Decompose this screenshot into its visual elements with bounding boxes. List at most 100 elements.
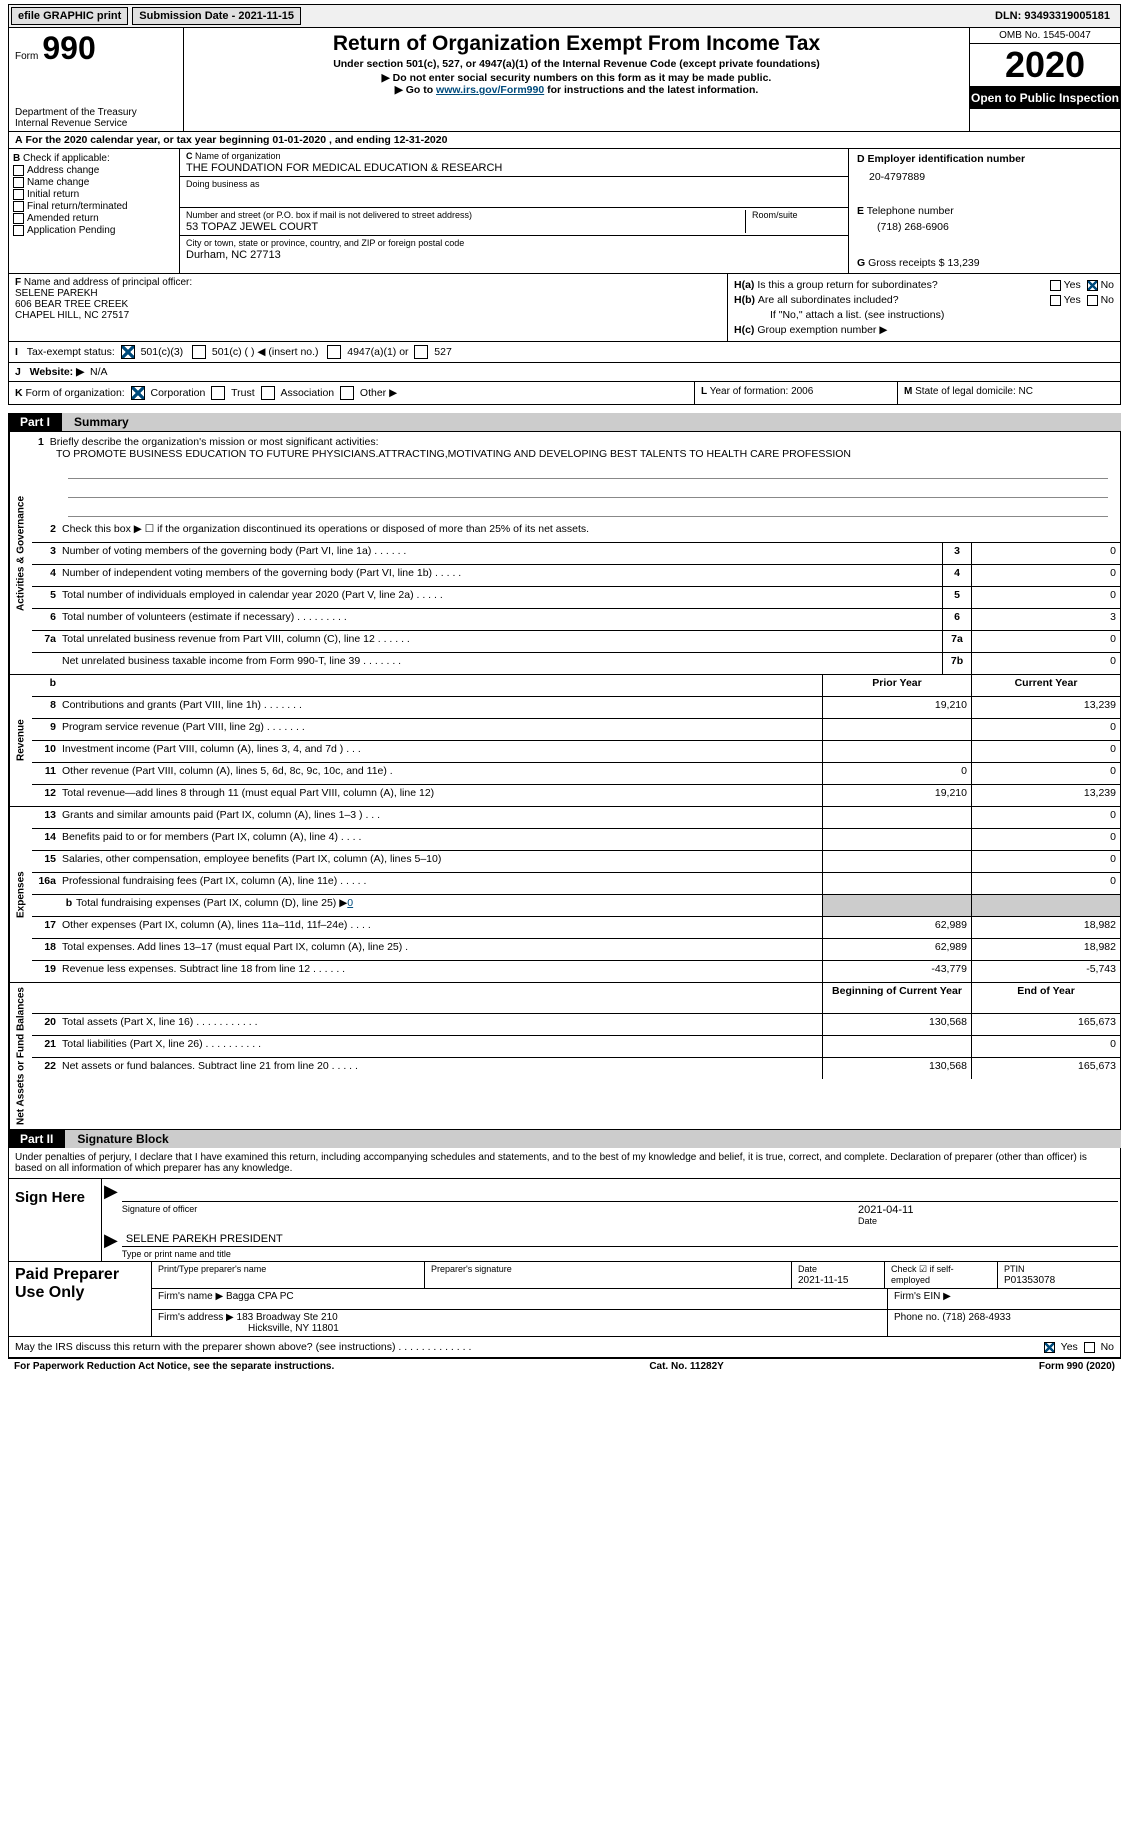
sig-block-title: Signature Block (65, 1130, 1121, 1148)
city-label: City or town, state or province, country… (186, 238, 464, 248)
begin-year-header: Beginning of Current Year (822, 983, 971, 1013)
street-address: 53 TOPAZ JEWEL COURT (186, 221, 318, 233)
firm-ein-label: Firm's EIN ▶ (894, 1291, 951, 1302)
submission-date-button[interactable]: Submission Date - 2021-11-15 (132, 7, 301, 25)
hb-note: If "No," attach a list. (see instruction… (734, 309, 1114, 321)
line-7b-val: 0 (971, 653, 1120, 674)
penalties-text: Under penalties of perjury, I declare th… (8, 1148, 1121, 1178)
header-center: Return of Organization Exempt From Incom… (184, 28, 970, 131)
line-4-val: 0 (971, 565, 1120, 586)
form-left-cell: Form 990 Department of the Treasury Inte… (9, 28, 184, 131)
part2-tab: Part II (8, 1130, 65, 1148)
side-net-assets: Net Assets or Fund Balances (9, 983, 32, 1129)
officer-name: SELENE PAREKH (15, 288, 98, 299)
footer-form: Form 990 (2020) (1039, 1361, 1115, 1372)
omb-number: OMB No. 1545-0047 (970, 28, 1120, 44)
officer-addr1: 606 BEAR TREE CREEK (15, 299, 128, 310)
checkbox-amended[interactable] (13, 213, 24, 224)
addr-label: Number and street (or P.O. box if mail i… (186, 210, 472, 220)
current-year-header: Current Year (971, 675, 1120, 696)
arrow-icon: ▶ (104, 1230, 118, 1259)
arrow-icon: ▶ (395, 84, 403, 96)
dept-treasury: Department of the Treasury Internal Reve… (15, 107, 177, 129)
box-m: M State of legal domicile: NC (898, 382, 1120, 404)
discuss-yes-cb[interactable] (1044, 1342, 1055, 1353)
goto-suffix: for instructions and the latest informat… (544, 84, 758, 96)
part1-tab: Part I (8, 413, 62, 431)
checkbox-pending[interactable] (13, 225, 24, 236)
form-title: Return of Organization Exempt From Incom… (188, 32, 965, 56)
checkbox-name[interactable] (13, 177, 24, 188)
discuss-no-cb[interactable] (1084, 1342, 1095, 1353)
officer-addr2: CHAPEL HILL, NC 27517 (15, 310, 129, 321)
sign-here-label: Sign Here (9, 1179, 101, 1261)
arrow-icon: ▶ (382, 72, 390, 84)
side-revenue: Revenue (9, 675, 32, 806)
ha-yes-checkbox[interactable] (1050, 280, 1061, 291)
cb-4947[interactable] (327, 345, 341, 359)
pp-ptin: P01353078 (1004, 1275, 1055, 1286)
dba-label: Doing business as (186, 179, 260, 189)
firm-addr2: Hicksville, NY 11801 (158, 1323, 881, 1334)
footer-cat: Cat. No. 11282Y (649, 1361, 723, 1372)
sub-date: 2021-11-15 (238, 10, 294, 22)
line-2: Check this box ▶ ☐ if the organization d… (62, 521, 1120, 542)
cb-assoc[interactable] (261, 386, 275, 400)
line-3-val: 0 (971, 543, 1120, 564)
sig-name-title: SELENE PAREKH PRESIDENT (122, 1232, 1118, 1247)
cb-501c[interactable] (192, 345, 206, 359)
arrow-icon: ▶ (104, 1181, 118, 1226)
cb-corp[interactable] (131, 386, 145, 400)
checkbox-address[interactable] (13, 165, 24, 176)
firm-addr1: 183 Broadway Ste 210 (237, 1312, 338, 1323)
box-h: H(a) Is this a group return for subordin… (727, 274, 1120, 341)
prior-year-header: Prior Year (822, 675, 971, 696)
sig-date: 2021-04-11 (858, 1204, 1118, 1216)
box-k: K Form of organization: Corporation Trus… (9, 382, 695, 404)
pp-date: 2021-11-15 (798, 1275, 848, 1286)
mission-text: TO PROMOTE BUSINESS EDUCATION TO FUTURE … (56, 448, 1114, 460)
cb-other[interactable] (340, 386, 354, 400)
hb-no-checkbox[interactable] (1087, 295, 1098, 306)
fundraising-link[interactable]: 0 (347, 897, 353, 909)
footer-left: For Paperwork Reduction Act Notice, see … (14, 1361, 334, 1372)
gross-receipts: 13,239 (947, 257, 979, 269)
hb-yes-checkbox[interactable] (1050, 295, 1061, 306)
side-expenses: Expenses (9, 807, 32, 982)
cb-501c3[interactable] (121, 345, 135, 359)
form-label: Form (15, 51, 38, 62)
form-number: 990 (42, 30, 95, 67)
sub-date-label: Submission Date - (139, 10, 238, 22)
paid-preparer-label: Paid Preparer Use Only (9, 1262, 152, 1336)
discuss-line: May the IRS discuss this return with the… (8, 1336, 1121, 1357)
end-year-header: End of Year (971, 983, 1120, 1013)
ha-no-checkbox[interactable] (1087, 280, 1098, 291)
line-6-val: 3 (971, 609, 1120, 630)
city-state-zip: Durham, NC 27713 (186, 249, 281, 261)
checkbox-initial[interactable] (13, 189, 24, 200)
sig-officer-label: Signature of officer (122, 1204, 858, 1226)
box-c: C Name of organization THE FOUNDATION FO… (180, 149, 849, 273)
room-label: Room/suite (752, 210, 798, 220)
efile-print-button[interactable]: efile GRAPHIC print (11, 7, 128, 25)
goto-text: Go to (406, 84, 436, 96)
box-f: F Name and address of principal officer:… (9, 274, 727, 341)
phone-value: (718) 268-6906 (857, 217, 1112, 237)
org-name: THE FOUNDATION FOR MEDICAL EDUCATION & R… (186, 162, 502, 174)
dln-value: DLN: 93493319005181 (987, 10, 1118, 22)
cb-trust[interactable] (211, 386, 225, 400)
cb-527[interactable] (414, 345, 428, 359)
open-to-public: Open to Public Inspection (970, 87, 1120, 109)
tax-year: 2020 (970, 44, 1120, 87)
box-l: L Year of formation: 2006 (695, 382, 898, 404)
pp-self-employed: Check ☑ if self-employed (891, 1264, 954, 1285)
box-d-e-g: D Employer identification number 20-4797… (849, 149, 1120, 273)
checkbox-final[interactable] (13, 201, 24, 212)
form-subtitle: Under section 501(c), 527, or 4947(a)(1)… (188, 58, 965, 70)
website-row: J Website: ▶ N/A (8, 363, 1121, 382)
box-b: B Check if applicable: Address change Na… (9, 149, 180, 273)
instruction-ssn: Do not enter social security numbers on … (393, 72, 772, 84)
hc-label: Group exemption number ▶ (757, 324, 887, 336)
sig-type-label: Type or print name and title (122, 1249, 1118, 1259)
irs-link[interactable]: www.irs.gov/Form990 (436, 84, 544, 96)
